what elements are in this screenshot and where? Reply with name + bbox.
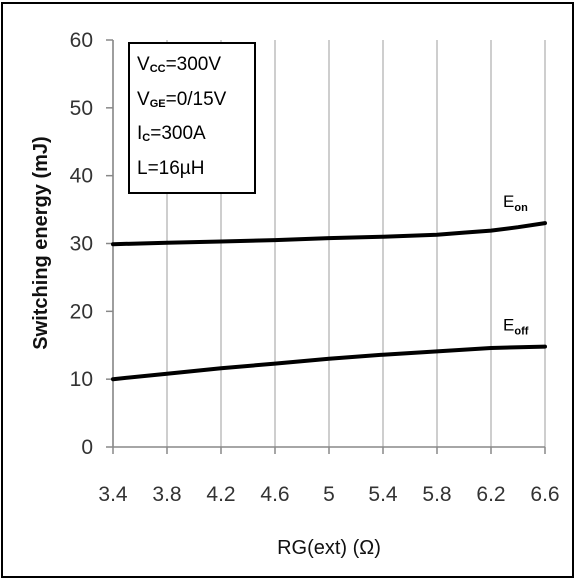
x-tick-label-5: 5.4 xyxy=(368,483,398,506)
series-line-off xyxy=(111,344,547,382)
series-labels: Eon Eoff xyxy=(503,192,529,337)
test-conditions-box: VCC=300V VGE=0/15V IC=300A L=16µH xyxy=(128,42,256,194)
condition-1: VGE=0/15V xyxy=(137,88,227,110)
y-tick-label-4: 40 xyxy=(70,165,93,188)
series-lines xyxy=(111,221,547,382)
y-tick-label-1: 10 xyxy=(70,368,93,391)
x-axis-label: RG(ext) (Ω) xyxy=(277,537,381,559)
y-tick-label-5: 50 xyxy=(70,97,93,120)
series-line-on xyxy=(111,221,547,247)
condition-0: VCC=300V xyxy=(137,54,222,75)
x-tick-label-7: 6.2 xyxy=(476,483,505,506)
series-label-on: Eon xyxy=(503,192,528,214)
y-axis-label: Switching energy (mJ) xyxy=(30,136,52,349)
x-tick-label-0: 3.4 xyxy=(98,483,128,506)
y-tick-label-3: 30 xyxy=(70,233,93,256)
x-tick-label-2: 4.2 xyxy=(206,483,235,506)
x-tick-label-6: 5.8 xyxy=(422,483,451,506)
condition-3: L=16µH xyxy=(137,157,205,179)
series-label-off: Eoff xyxy=(503,316,529,338)
y-tick-labels: 0 10 20 30 40 50 60 xyxy=(70,29,93,459)
x-tick-label-3: 4.6 xyxy=(260,483,289,506)
x-tick-label-8: 6.6 xyxy=(530,483,559,506)
x-tick-labels: 3.4 3.8 4.2 4.6 5 5.4 5.8 6.2 6.6 xyxy=(98,483,559,506)
y-tick-label-6: 60 xyxy=(70,29,93,52)
y-tick-label-0: 0 xyxy=(81,436,93,459)
x-tick-label-4: 5 xyxy=(323,483,335,506)
x-tick-label-1: 3.8 xyxy=(152,483,181,506)
y-tick-label-2: 20 xyxy=(70,300,93,323)
condition-2: IC=300A xyxy=(137,123,206,144)
